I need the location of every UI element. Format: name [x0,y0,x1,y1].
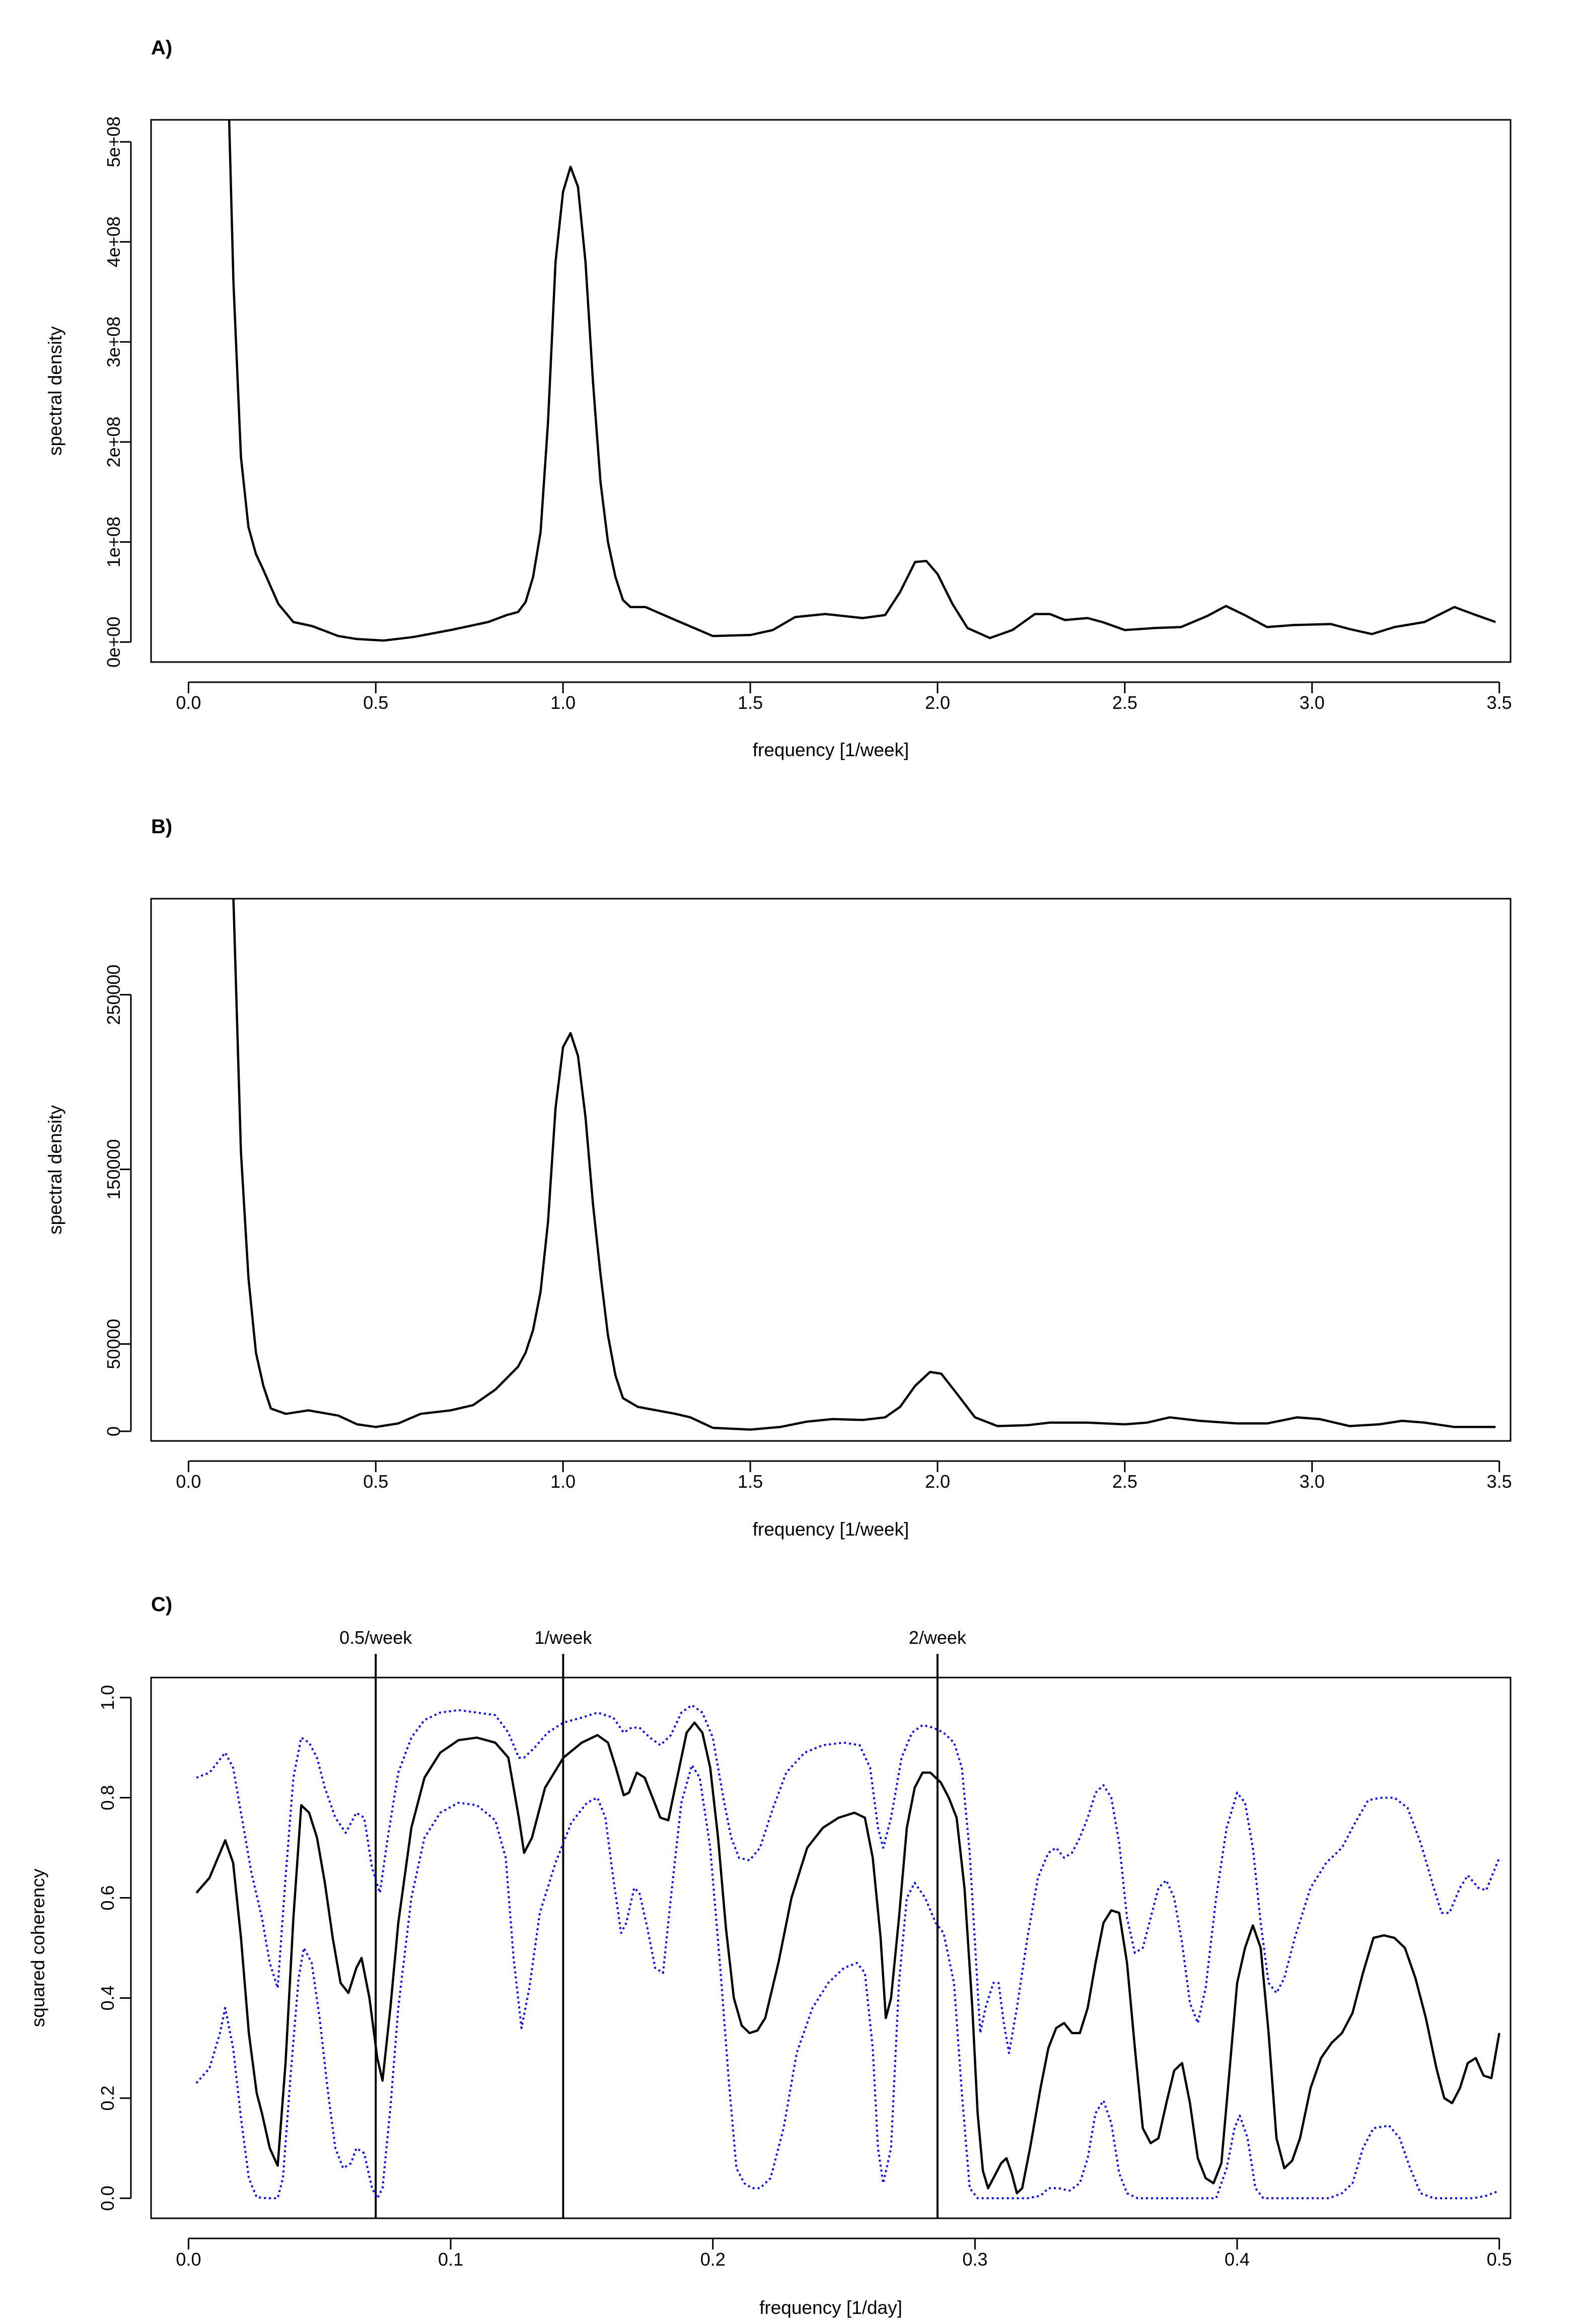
panel-c-y-tick-label: 0.0 [97,2186,118,2211]
panel-c-y-tick-label: 0.8 [97,1785,118,1810]
panel-c-series-upper-confidence-bound [196,1704,1500,2054]
panel-b-x-tick-label: 0.0 [176,1471,201,1492]
panel-b-x-tick-label: 3.5 [1487,1471,1512,1492]
panel-c-label: C) [151,1593,172,1616]
panel-a-y-tick-label: 4e+08 [103,216,124,267]
panel-b-x-tick-label: 1.0 [550,1471,576,1492]
panel-a-y-tick-label: 0e+00 [103,617,124,668]
panel-c-x-tick-label: 0.5 [1487,2249,1512,2270]
panel-a-y-axis-title: spectral density [45,326,65,456]
panel-b-x-tick-label: 2.5 [1112,1471,1137,1492]
panel-a-label: A) [151,37,172,59]
panel-c-x-tick-label: 0.1 [438,2249,463,2270]
panel-c-plot-frame [150,1677,1512,2219]
panel-a-x-axis-title: frequency [1/week] [753,740,909,760]
panel-a-x-tick-label: 3.5 [1487,692,1512,713]
panel-b-label: B) [151,816,172,838]
panel-b-x-tick-label: 0.5 [363,1471,388,1492]
panel-b-y-tick-label: 250000 [103,965,124,1025]
panel-c-x-tick-label: 0.2 [700,2249,726,2270]
panel-a-x-tick-label: 0.0 [176,692,201,713]
panel-a-plot-frame [150,119,1512,663]
panel-c-x-tick-label: 0.4 [1225,2249,1250,2270]
panel-c-y-tick-label: 0.6 [97,1885,118,1911]
panel-a-x-tick-label: 0.5 [363,692,388,713]
panel-a-y-tick-label: 3e+08 [103,317,124,368]
panel-b-y-tick-label: 50000 [103,1319,124,1369]
panel-c-reference-line-label: 2/week [909,1627,967,1648]
panel-c-reference-line-label: 0.5/week [339,1627,412,1648]
panel-b-y-tick-label: 150000 [103,1139,124,1200]
panel-c-y-tick-label: 1.0 [97,1685,118,1710]
panel-c-reference-line-label: 1/week [534,1627,592,1648]
panel-a-x-tick-label: 1.0 [550,692,576,713]
panel-b-y-tick-label: 0 [103,1426,124,1436]
panel-b-series-spectrum [232,899,1496,1431]
panel-b-plot-frame [150,898,1512,1442]
panel-a-x-tick-label: 2.0 [925,692,950,713]
panel-b-x-tick-label: 1.5 [738,1471,763,1492]
panel-a-x-tick-label: 2.5 [1112,692,1137,713]
panel-b-x-tick-label: 2.0 [925,1471,950,1492]
panel-a-series-spectrum [228,120,1496,642]
panel-b-x-axis-title: frequency [1/week] [753,1519,909,1540]
panel-a-x-tick-label: 3.0 [1300,692,1325,713]
panel-b-x-tick-label: 3.0 [1300,1471,1325,1492]
panel-c-x-tick-label: 0.0 [176,2249,201,2270]
panel-a-x-tick-label: 1.5 [738,692,763,713]
panel-c-y-tick-label: 0.2 [97,2085,118,2111]
panel-a-y-tick-label: 2e+08 [103,416,124,467]
panel-b-y-axis-title: spectral density [45,1105,65,1234]
panel-c-x-tick-label: 0.3 [962,2249,987,2270]
panel-a-y-tick-label: 5e+08 [103,116,124,167]
panel-c-y-tick-label: 0.4 [97,1985,118,2010]
panel-c-series-squared-coherency [195,1721,1500,2195]
panel-c-x-axis-title: frequency [1/day] [759,2297,902,2318]
panel-a-y-tick-label: 1e+08 [103,517,124,567]
panel-c-y-axis-title: squared coherency [28,1868,48,2027]
